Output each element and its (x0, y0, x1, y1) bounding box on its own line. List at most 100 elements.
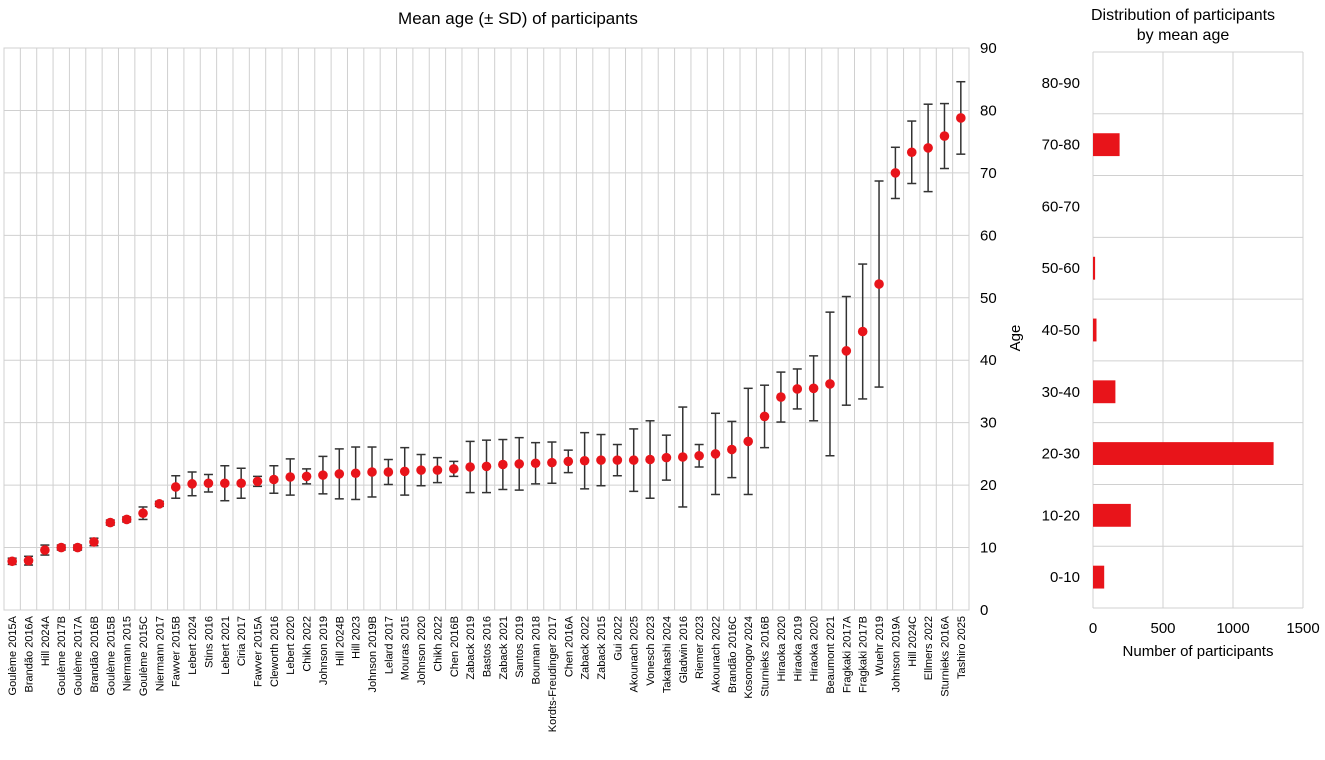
mean-point (645, 454, 655, 465)
x-tick-label: Zaback 2021 (498, 616, 510, 680)
distribution-bar (1093, 256, 1096, 280)
x-tick-label: Lelard 2017 (383, 616, 395, 674)
y-tick-label: 50 (980, 290, 997, 307)
x-tick-label: Kordts-Freudinger 2017 (547, 616, 559, 732)
mean-point (170, 482, 181, 492)
x-tick-label: Niermann 2015 (122, 616, 134, 691)
x-tick-label: Fawver 2015A (253, 615, 265, 687)
x-tick-label: Johnson 2020 (416, 616, 428, 685)
mean-age-y-axis-label: Age (1007, 325, 1024, 352)
mean-point (825, 379, 835, 389)
mean-point (23, 555, 34, 566)
y-tick-label: 20 (980, 477, 997, 494)
x-tick-label: Hill 2023 (351, 616, 363, 659)
x-tick-label: Lebert 2024 (187, 616, 199, 675)
x-tick-label: Hiraoka 2019 (792, 616, 804, 681)
x-tick-label: Gui 2022 (612, 616, 624, 661)
mean-point (89, 537, 99, 547)
mean-point (481, 461, 492, 472)
x-tick-label: Kosonogov 2024 (743, 616, 755, 699)
x-tick-label: Sturnieks 2016A (939, 615, 951, 696)
mean-point (890, 168, 901, 178)
x-tick-label: Hiraoka 2020 (809, 616, 821, 681)
category-label: 60-70 (1042, 198, 1080, 215)
mean-point (318, 470, 328, 480)
mean-age-chart: Mean age (± SD) of participants 0 10 20 30 4… (3, 9, 1024, 732)
mean-age-plot-frame (3, 47, 970, 611)
mean-point (56, 542, 67, 553)
mean-age-chart-title: Mean age (± SD) of participants (398, 9, 638, 28)
mean-point (906, 147, 917, 158)
distribution-category-labels: 0-10 10-20 20-30 30-40 40-50 50-60 60-70 70-80 8… (1042, 75, 1080, 586)
x-tick-label: Beaumont 2021 (825, 616, 837, 694)
category-label: 70-80 (1042, 137, 1080, 154)
category-label: 30-40 (1042, 384, 1080, 401)
x-tick-label: Ciria 2017 (236, 616, 248, 666)
distribution-chart: Distribution of participants by mean age… (1042, 7, 1320, 660)
distribution-bar (1093, 318, 1097, 342)
x-tick-label: Goulème 2015A (7, 615, 19, 695)
mean-age-points (7, 113, 966, 567)
mean-point (727, 444, 737, 455)
mean-point (776, 392, 786, 402)
x-tick-label: Santos 2019 (514, 616, 526, 678)
distribution-bar (1093, 565, 1105, 589)
mean-point (285, 472, 296, 482)
distribution-bar (1093, 442, 1274, 465)
x-tick-label: Hill 2024B (334, 616, 346, 666)
y-tick-label: 60 (980, 227, 997, 244)
x-tick-label: Zaback 2015 (596, 616, 608, 680)
mean-point (596, 455, 606, 465)
distribution-bar (1093, 380, 1116, 404)
x-tick-label: Goulème 2017B (56, 616, 68, 696)
distribution-chart-title-line-2: by mean age (1137, 27, 1230, 44)
x-tick-label: Brandão 2016C (727, 616, 739, 693)
mean-point (40, 545, 50, 555)
distribution-x-axis-label: Number of participants (1123, 643, 1274, 660)
distribution-chart-title-line-1: Distribution of participants (1091, 7, 1275, 24)
mean-point (841, 346, 852, 356)
x-tick-label: Hill 2024C (907, 616, 919, 667)
x-tick-label: Fragkaki 2017B (858, 616, 870, 693)
x-tick-label: 1500 (1286, 620, 1319, 637)
x-tick-label: Mouras 2015 (400, 616, 412, 680)
x-tick-label: Riemer 2023 (694, 616, 706, 679)
x-tick-label: Fragkaki 2017A (841, 615, 853, 693)
mean-point (416, 465, 426, 475)
mean-point (498, 459, 508, 470)
mean-point (956, 113, 966, 123)
mean-age-chart-grid (4, 47, 969, 611)
x-tick-label: Zaback 2019 (465, 616, 477, 680)
x-tick-label: Lebert 2020 (285, 616, 297, 675)
mean-age-x-tick-labels: Goulème 2015A Brandão 2016A Hill 2024A Goul… (7, 615, 968, 732)
y-tick-label: 10 (980, 540, 997, 557)
x-tick-label: Johnson 2019A (890, 615, 902, 692)
category-label: 0-10 (1050, 569, 1080, 586)
x-tick-label: Bastos 2016 (482, 616, 494, 677)
x-tick-label: Chikh 2022 (302, 616, 314, 672)
x-tick-label: Johnson 2019B (367, 616, 379, 692)
x-tick-label: Cleworth 2016 (269, 616, 281, 687)
mean-point (792, 384, 803, 394)
x-tick-label: 500 (1150, 620, 1175, 637)
x-tick-label: Hiraoka 2020 (776, 616, 788, 681)
distribution-bar (1093, 503, 1131, 527)
mean-point (923, 143, 933, 153)
category-label: 10-20 (1042, 507, 1080, 524)
x-tick-label: Brandão 2016A (24, 615, 36, 692)
x-tick-label: Wuehr 2019 (874, 616, 886, 676)
mean-point (121, 514, 132, 525)
mean-point (7, 556, 17, 567)
x-tick-label: Hill 2024A (40, 615, 52, 666)
x-tick-label: Goulème 2015B (105, 616, 117, 696)
mean-point (301, 471, 312, 482)
x-tick-label: Bouman 2018 (531, 616, 543, 685)
mean-point (350, 468, 361, 479)
x-tick-label: Sturnieks 2016B (760, 616, 772, 697)
x-tick-label: Fawver 2015B (171, 616, 183, 687)
x-tick-label: Goulème 2015C (138, 616, 150, 696)
mean-point (612, 455, 623, 465)
mean-point (743, 436, 753, 447)
mean-point (367, 467, 377, 477)
